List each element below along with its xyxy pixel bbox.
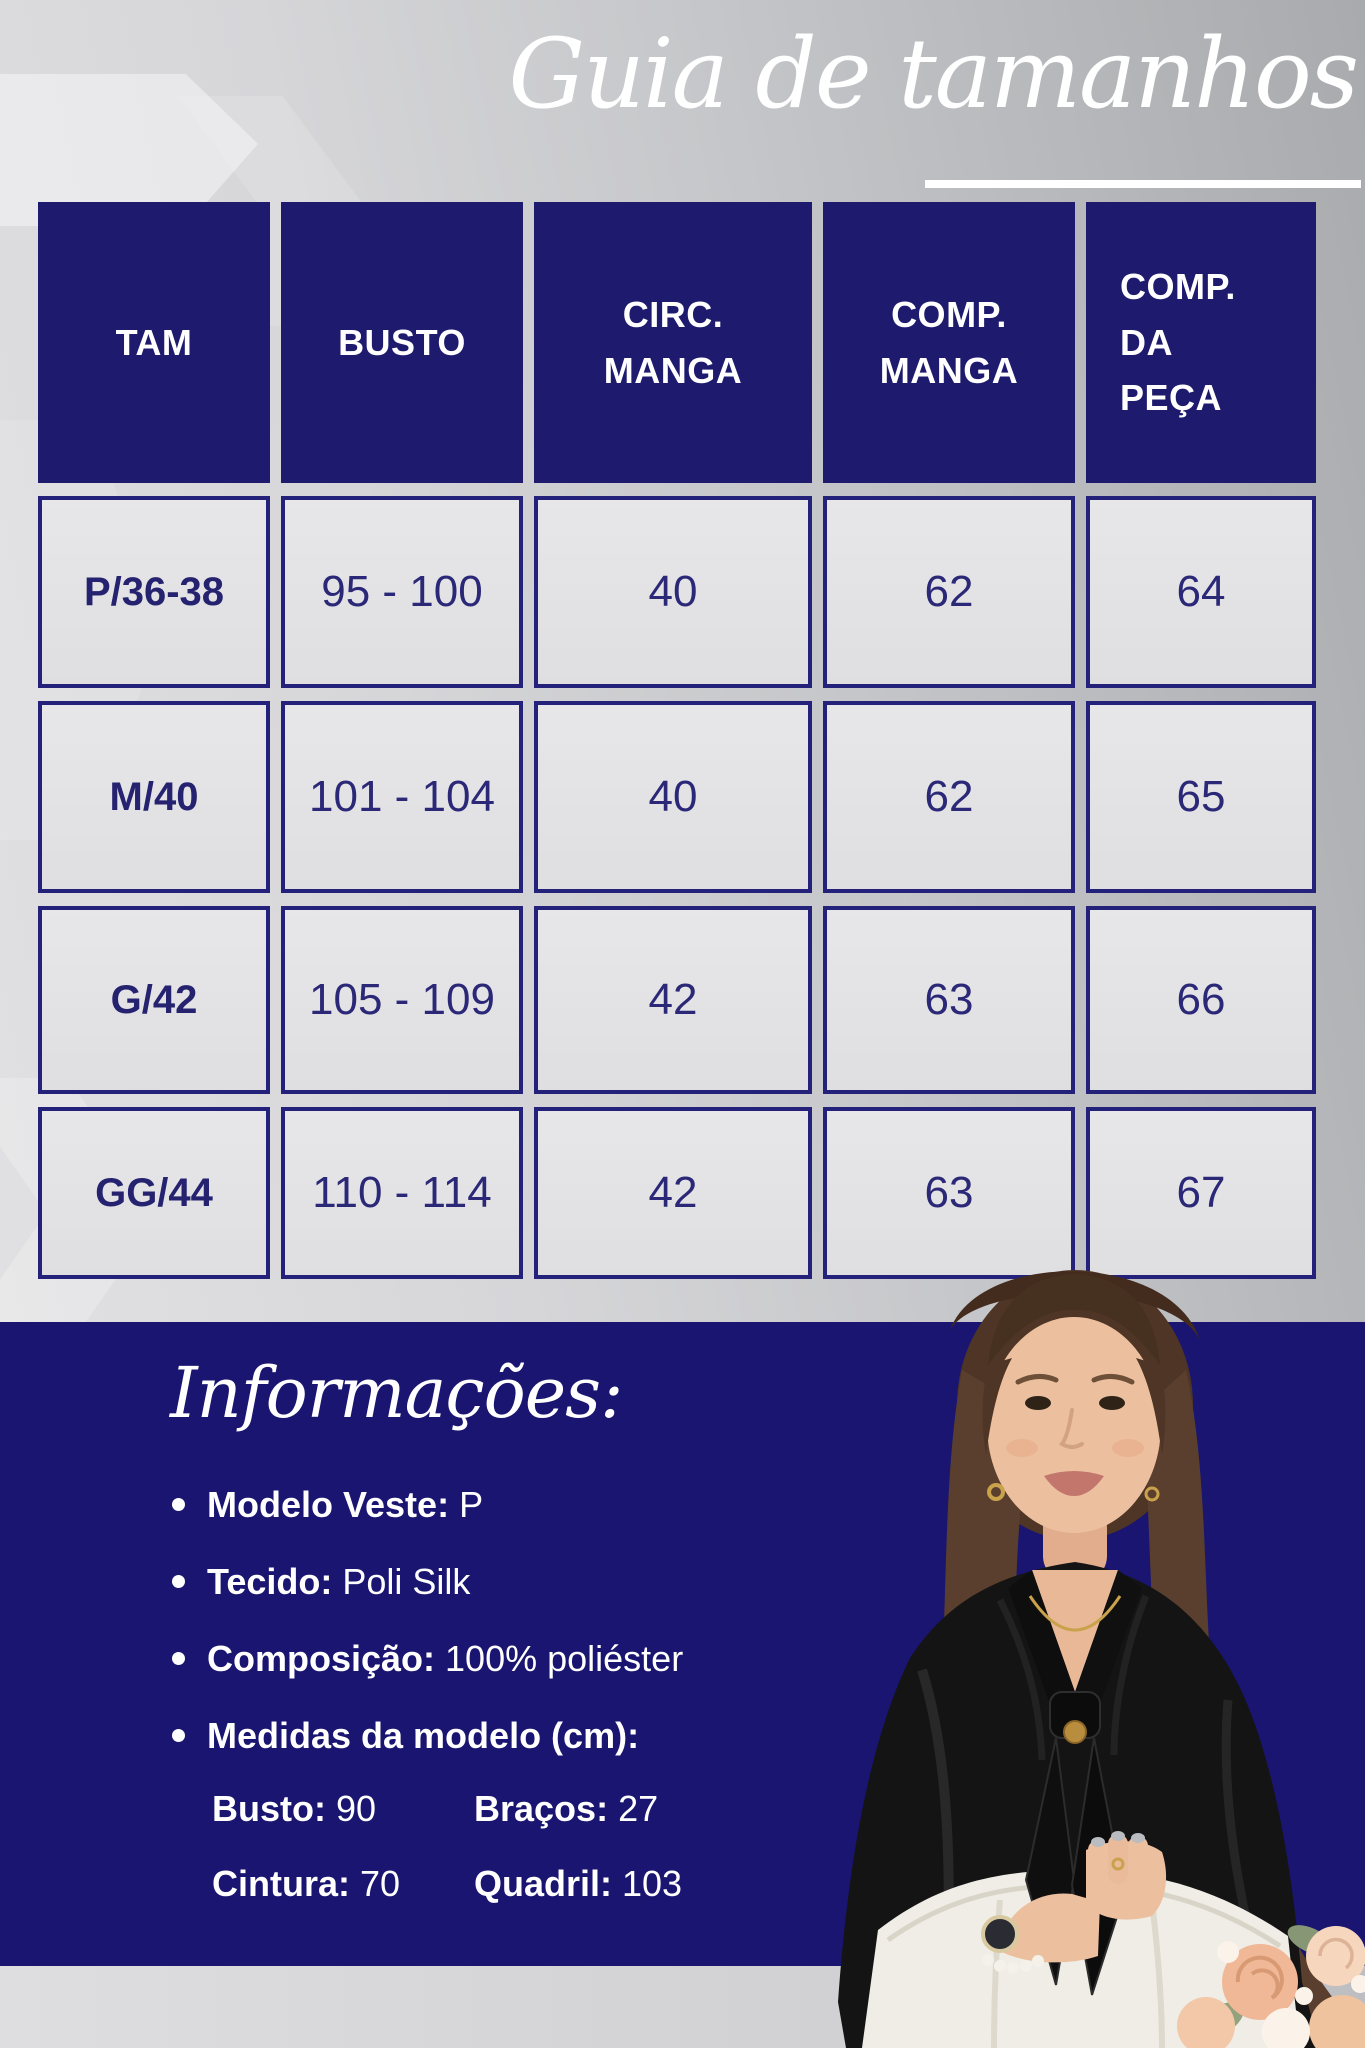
bullet-text: Composição: 100% poliéster	[207, 1636, 683, 1681]
necklace-icon	[1028, 1595, 1122, 1632]
table-cell: 65	[1086, 701, 1316, 893]
bullet-icon	[172, 1652, 185, 1665]
bullet-label: Modelo Veste:	[207, 1484, 450, 1525]
measure-label: Braços:	[474, 1788, 609, 1829]
header-line: CIRC.	[622, 293, 724, 335]
measure-bracos: Braços: 27	[474, 1786, 682, 1831]
table-cell: 105 - 109	[281, 906, 523, 1094]
title-underline	[925, 180, 1361, 188]
measure-label: Busto:	[212, 1788, 326, 1829]
table-header-tam: TAM	[38, 202, 270, 483]
header-line: MANGA	[603, 349, 743, 391]
watch-icon	[981, 1915, 1019, 1953]
bullet-text: Modelo Veste: P	[207, 1482, 483, 1527]
table-cell: 64	[1086, 496, 1316, 688]
model-face	[982, 1274, 1166, 1582]
pearl-bracelet-icon	[982, 1954, 1044, 1974]
info-bullet-tecido: Tecido: Poli Silk	[172, 1559, 683, 1604]
table-cell: 95 - 100	[281, 496, 523, 688]
header-line: MANGA	[879, 349, 1019, 391]
info-bullet-list: Modelo Veste: P Tecido: Poli Silk Composiç…	[172, 1482, 683, 1790]
model-photo	[838, 1270, 1365, 2048]
bullet-value: P	[459, 1484, 484, 1525]
bullet-icon	[172, 1575, 185, 1588]
table-header-busto: BUSTO	[281, 202, 523, 483]
measure-value: 90	[335, 1788, 377, 1829]
header-line: BUSTO	[338, 321, 466, 363]
earring-icon	[987, 1483, 1005, 1501]
bullet-text: Tecido: Poli Silk	[207, 1559, 470, 1604]
measure-quadril: Quadril: 103	[474, 1861, 682, 1906]
model-hands	[981, 1831, 1167, 1974]
measure-label: Cintura:	[212, 1863, 350, 1904]
bullet-icon	[172, 1729, 185, 1742]
measure-label: Quadril:	[474, 1863, 613, 1904]
table-cell-size: P/36-38	[38, 496, 270, 688]
bullet-text: Medidas da modelo (cm):	[207, 1713, 649, 1758]
info-heading: Informações:	[170, 1352, 624, 1434]
button-icon	[1063, 1720, 1087, 1744]
table-cell: 62	[823, 496, 1075, 688]
info-bullet-composicao: Composição: 100% poliéster	[172, 1636, 683, 1681]
measure-cintura: Cintura: 70	[212, 1861, 474, 1906]
table-cell-size: GG/44	[38, 1107, 270, 1279]
bullet-label: Medidas da modelo (cm):	[207, 1715, 640, 1756]
measure-value: 103	[622, 1863, 683, 1904]
info-bullet-medidas: Medidas da modelo (cm):	[172, 1713, 683, 1758]
table-cell: 63	[823, 906, 1075, 1094]
bullet-value: 100% poliéster	[445, 1638, 684, 1679]
model-measurements: Busto: 90 Braços: 27 Cintura: 70 Quadril: 10…	[212, 1786, 682, 1906]
table-cell: 40	[534, 701, 812, 893]
flower-bouquet	[1177, 1925, 1365, 2048]
ring-icon	[1111, 1857, 1125, 1871]
info-bullet-modelo-veste: Modelo Veste: P	[172, 1482, 683, 1527]
table-header-comp-manga: COMP. MANGA	[823, 202, 1075, 483]
table-cell: 40	[534, 496, 812, 688]
bullet-label: Tecido:	[207, 1561, 333, 1602]
earring-icon	[1144, 1486, 1160, 1502]
header-line: COMP.	[1120, 265, 1236, 307]
table-cell: 63	[823, 1107, 1075, 1279]
measure-value: 70	[360, 1863, 401, 1904]
header-line: DA	[1120, 321, 1173, 363]
header-line: COMP.	[891, 293, 1007, 335]
header-line: TAM	[115, 321, 193, 363]
measure-value: 27	[618, 1788, 659, 1829]
table-cell-size: M/40	[38, 701, 270, 893]
measure-busto: Busto: 90	[212, 1786, 474, 1831]
table-header-comp-da-peca: COMP. DA PEÇA	[1086, 202, 1316, 483]
table-cell: 67	[1086, 1107, 1316, 1279]
table-cell: 42	[534, 1107, 812, 1279]
table-cell: 42	[534, 906, 812, 1094]
table-cell: 101 - 104	[281, 701, 523, 893]
header-line: PEÇA	[1120, 377, 1223, 419]
table-cell: 110 - 114	[281, 1107, 523, 1279]
bullet-icon	[172, 1498, 185, 1511]
size-table: TAM BUSTO CIRC. MANGA COMP. MANGA COMP. DA P…	[38, 202, 1316, 1279]
table-header-circ-manga: CIRC. MANGA	[534, 202, 812, 483]
table-cell: 62	[823, 701, 1075, 893]
bullet-value: Poli Silk	[342, 1561, 471, 1602]
table-cell-size: G/42	[38, 906, 270, 1094]
table-cell: 66	[1086, 906, 1316, 1094]
bullet-label: Composição:	[207, 1638, 436, 1679]
page-title: Guia de tamanhos	[508, 18, 1359, 130]
